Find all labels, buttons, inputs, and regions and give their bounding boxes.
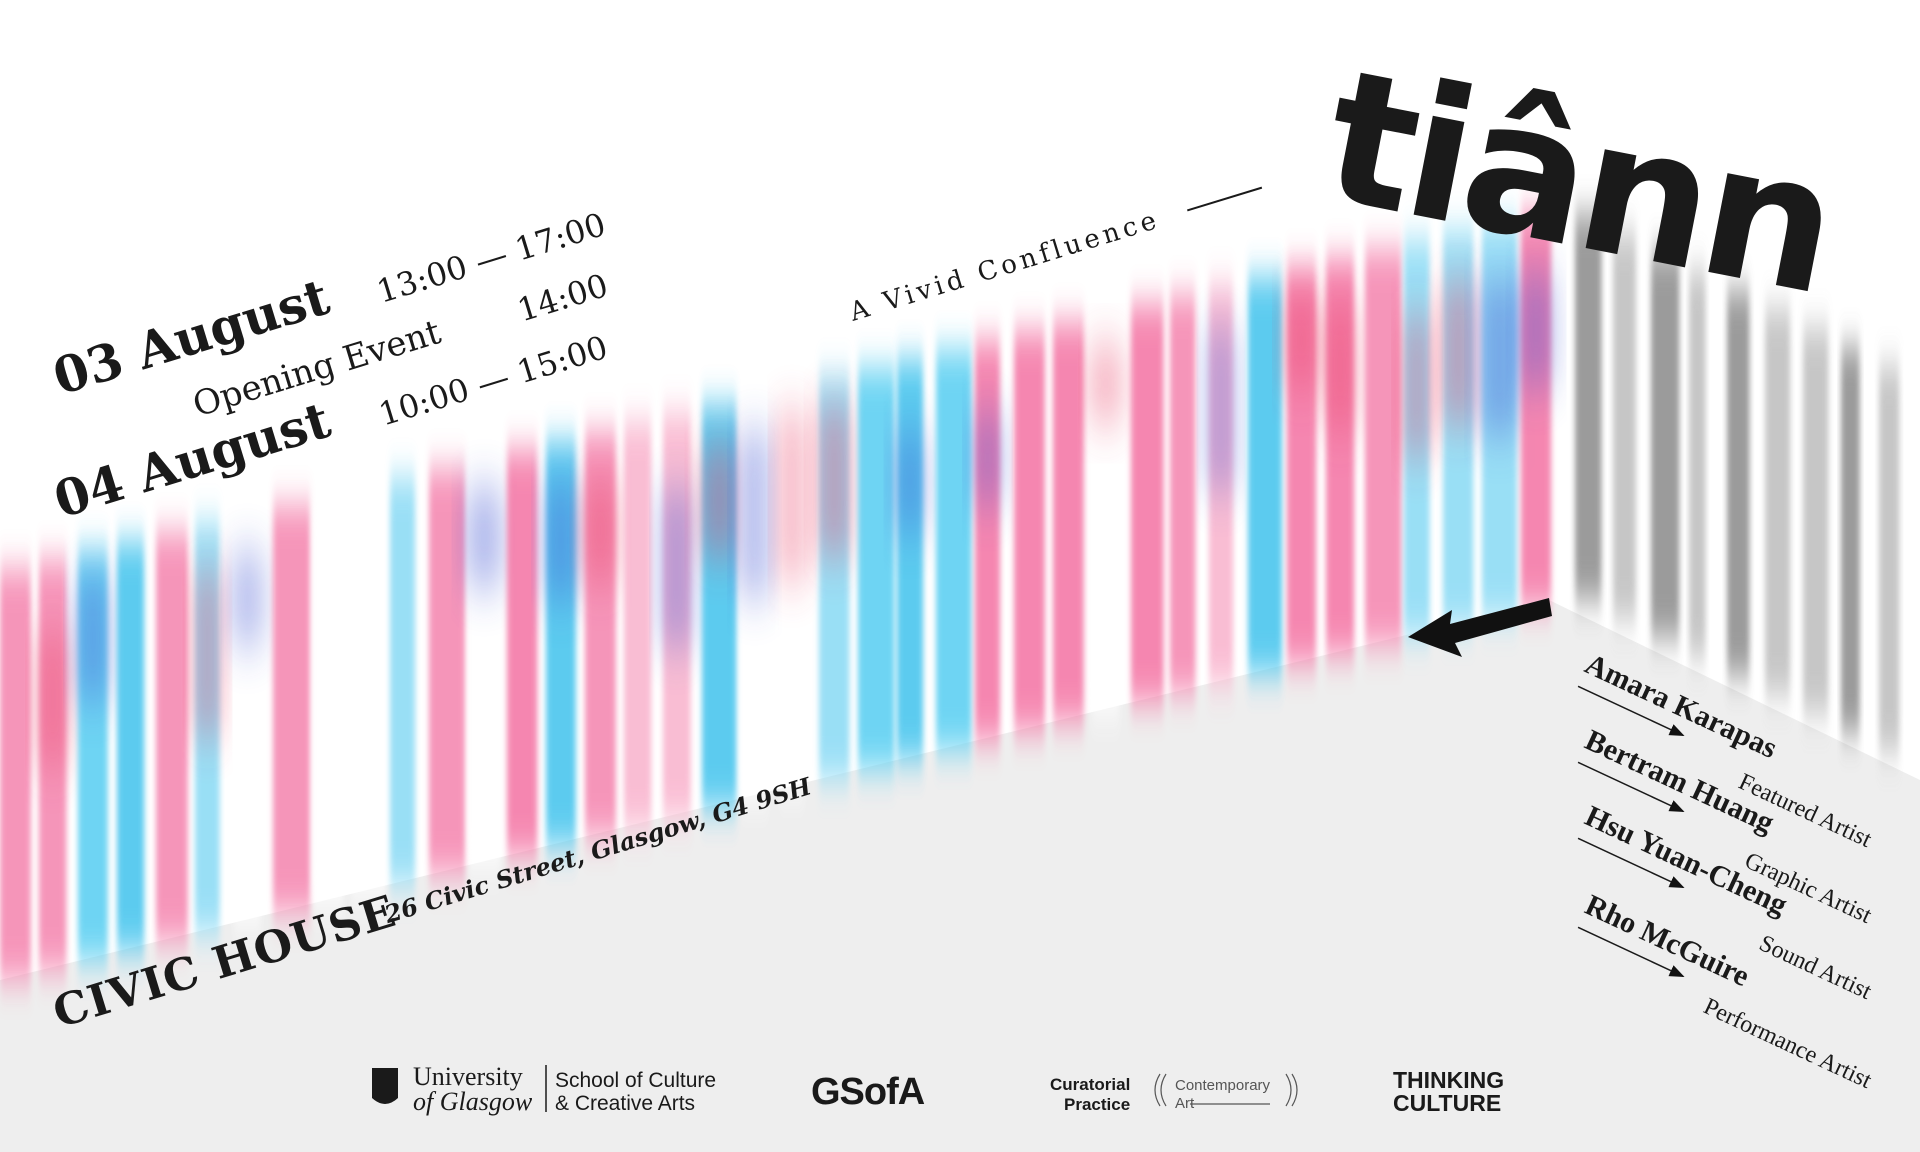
- gray-stripe: [1841, 347, 1860, 733]
- stripe-glow: [1521, 272, 1552, 388]
- stripe: [1014, 331, 1045, 732]
- stripe: [975, 340, 1001, 742]
- gray-stripe: [1765, 309, 1791, 695]
- stripe: [0, 569, 31, 980]
- ground-plane: [0, 600, 1920, 1152]
- stripe-glow: [1482, 280, 1518, 435]
- stripe-glow: [1287, 291, 1317, 389]
- artist-arrow: [1577, 837, 1685, 889]
- stripe: [351, 486, 386, 895]
- gray-stripe: [1689, 271, 1706, 657]
- stripe: [312, 495, 344, 904]
- gray-stripe: [1651, 252, 1680, 638]
- stripe-glow: [702, 444, 737, 557]
- logo-brackets: [1154, 1073, 1298, 1107]
- logo-text: & Creative Arts: [555, 1092, 695, 1115]
- color-stripes: [0, 213, 1552, 980]
- stripe-glow: [663, 489, 691, 647]
- logo-text: Art: [1175, 1095, 1195, 1112]
- crest: [372, 1068, 398, 1104]
- stripe: [156, 532, 188, 942]
- logos: University of Glasgow School of Culture …: [372, 1062, 1504, 1116]
- stripe-glow: [78, 575, 108, 701]
- stripe-glow: [1326, 301, 1355, 430]
- stripe: [858, 368, 895, 770]
- logo-text: Curatorial: [1050, 1075, 1130, 1094]
- subtitle-rule: [1186, 186, 1263, 212]
- stripe: [390, 477, 416, 885]
- stripe: [507, 450, 538, 856]
- logo-text: Contemporary: [1175, 1077, 1271, 1094]
- stripe-glow: [1443, 281, 1474, 425]
- stripe-glow: [195, 570, 220, 737]
- gray-stripe: [1575, 214, 1602, 600]
- stripe: [624, 422, 652, 828]
- stripe-glow: [468, 487, 501, 588]
- gray-stripes: [1575, 214, 1900, 752]
- stripe: [1053, 322, 1084, 723]
- logo-text: University: [413, 1062, 523, 1091]
- logo-text: THINKING: [1393, 1067, 1504, 1093]
- stripe-glow: [819, 404, 850, 557]
- logo-text: GSofA: [811, 1071, 925, 1113]
- gray-stripe: [1727, 290, 1750, 676]
- stripe: [273, 505, 311, 914]
- artist-arrow: [1577, 926, 1685, 978]
- stripe-glow: [780, 411, 805, 581]
- stripe-glow: [897, 431, 924, 532]
- stripe-glow: [975, 411, 1001, 505]
- stripe: [117, 541, 145, 952]
- stripe: [897, 359, 924, 761]
- stripe: [936, 349, 972, 751]
- stripe-glow: [234, 551, 261, 647]
- logo-text: CULTURE: [1393, 1090, 1501, 1116]
- logo-text: Practice: [1064, 1095, 1130, 1114]
- logo-text: of Glasgow: [413, 1087, 533, 1116]
- stripe-glow: [1209, 326, 1234, 491]
- stripe-glow: [39, 632, 67, 766]
- artist-arrow: [1577, 761, 1685, 813]
- gray-stripe: [1803, 328, 1829, 714]
- stripe-glow: [585, 478, 616, 583]
- gray-stripe: [1613, 233, 1637, 619]
- logo-text: School of Culture: [555, 1069, 716, 1092]
- stripe-glow: [741, 431, 769, 598]
- gray-stripe: [1879, 366, 1900, 752]
- arrow: [1408, 598, 1552, 657]
- stripe-glow: [546, 480, 576, 601]
- artist-arrow: [1577, 685, 1685, 737]
- stripe-glow: [1404, 314, 1430, 456]
- stripe-glow: [1092, 343, 1120, 424]
- stripe: [429, 468, 466, 875]
- stripe: [1365, 249, 1402, 646]
- stripe: [1170, 295, 1196, 694]
- stripe: [1131, 304, 1164, 703]
- stripe: [1248, 276, 1283, 675]
